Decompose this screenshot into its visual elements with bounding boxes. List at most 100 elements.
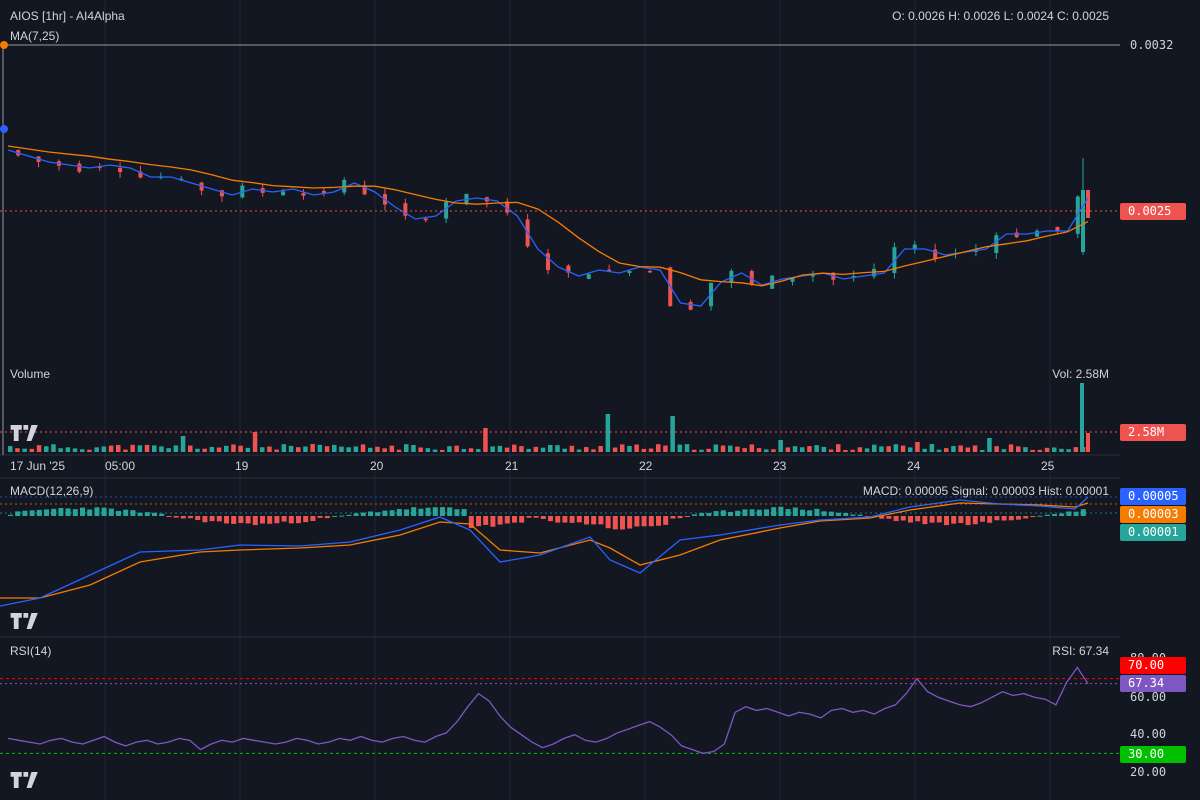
volume-bar [742,448,747,452]
volume-bar [404,444,409,452]
price-axis-top: 0.0032 [1130,38,1174,52]
macd-histogram-bar [108,508,114,516]
macd-histogram-bar [699,512,705,516]
volume-bar [994,446,999,452]
rsi-lower-tag: 30.00 [1120,746,1186,763]
macd-histogram-bar [339,515,345,517]
macd-histogram-bar [569,516,575,523]
last-price-tag: 0.0025 [1120,203,1186,220]
volume-bar [29,448,35,452]
macd-histogram-bar [267,516,273,524]
volume-bar [1016,446,1021,452]
macd-histogram-bar [548,516,553,522]
volume-bar [116,444,121,452]
volume-bar [648,448,654,452]
macd-histogram-bar [51,508,57,516]
volume-bar [512,444,517,452]
macd-histogram-bar [879,516,885,519]
volume-bar [886,446,891,452]
volume-bar [303,446,308,452]
macd-signal-line [0,502,1089,599]
macd-histogram-bar [555,516,561,523]
volume-bar [1073,447,1079,452]
ma-fast-marker [0,125,8,133]
macd-histogram-bar [663,516,669,525]
macd-histogram-bar [598,516,604,525]
macd-label: MACD(12,26,9) [10,484,94,498]
price-pane [0,41,1120,311]
volume-bar [432,449,438,452]
macd-histogram-bar [195,516,201,521]
macd-pane [0,496,1120,607]
candle-body [688,301,693,310]
volume-label: Volume [10,367,51,381]
macd-histogram-bar [591,516,597,525]
volume-bar [627,446,632,452]
volume-bar [828,449,834,452]
volume-bar [692,449,697,452]
macd-histogram-bar [65,508,71,516]
candle-body [464,193,469,204]
candle-body [790,277,795,282]
volume-pane [0,383,1120,452]
volume-bar [821,446,827,452]
macd-histogram-bar [202,516,208,523]
candle-body [851,276,856,278]
volume-bar [605,414,611,452]
macd-histogram-bar [749,509,755,516]
volume-bar [634,444,639,452]
rsi-readout: RSI: 67.34 [1052,644,1109,658]
macd-histogram-bar [166,516,172,517]
macd-histogram-bar [130,510,136,516]
volume-bar [720,445,726,452]
macd-histogram-bar [15,511,21,516]
volume-bar [461,449,467,452]
volume-bar [555,445,560,452]
volume-bar [368,447,373,452]
volume-bar [332,444,337,452]
macd-line [0,496,1089,607]
candle-body [403,203,408,216]
volume-readout: Vol: 2.58M [1052,367,1109,381]
volume-bar [965,447,971,452]
macd-histogram-bar [29,510,35,516]
macd-histogram-bar [1030,516,1036,517]
macd-histogram-bar [778,506,784,516]
macd-histogram-bar [771,507,777,516]
macd-histogram-bar [80,507,85,516]
volume-bar [58,448,63,452]
rsi-upper-tag: 70.00 [1120,657,1186,674]
volume-bar [562,448,567,452]
volume-bar [36,445,42,452]
candle-body [362,185,367,195]
candle-body [933,249,938,259]
macd-histogram-bar [310,516,316,522]
macd-histogram-bar [756,509,762,516]
candle-body [423,218,428,221]
macd-histogram-bar [533,516,539,518]
volume-bar [281,444,287,452]
volume-bar [274,449,279,452]
macd-histogram-bar [209,516,215,522]
volume-bar [944,448,949,452]
macd-histogram-bar [692,514,697,516]
macd-histogram-bar [814,508,820,516]
macd-histogram-bar [252,516,258,526]
macd-histogram-bar [231,516,237,524]
macd-histogram-bar [87,509,93,516]
volume-bar [252,432,258,452]
macd-histogram-bar [929,516,935,523]
volume-bar [137,445,143,452]
macd-histogram-bar [713,511,719,516]
macd-histogram-bar [497,516,503,525]
macd-histogram-bar [1059,513,1065,516]
candle-body [749,271,754,284]
x-axis-label: 21 [505,459,519,473]
volume-bar [8,446,13,452]
volume-bar [267,446,272,452]
candle-body [444,201,449,219]
macd-histogram-bar [1044,514,1050,516]
volume-bar [987,438,992,452]
macd-histogram-bar [843,512,849,516]
volume-bar [224,445,229,452]
